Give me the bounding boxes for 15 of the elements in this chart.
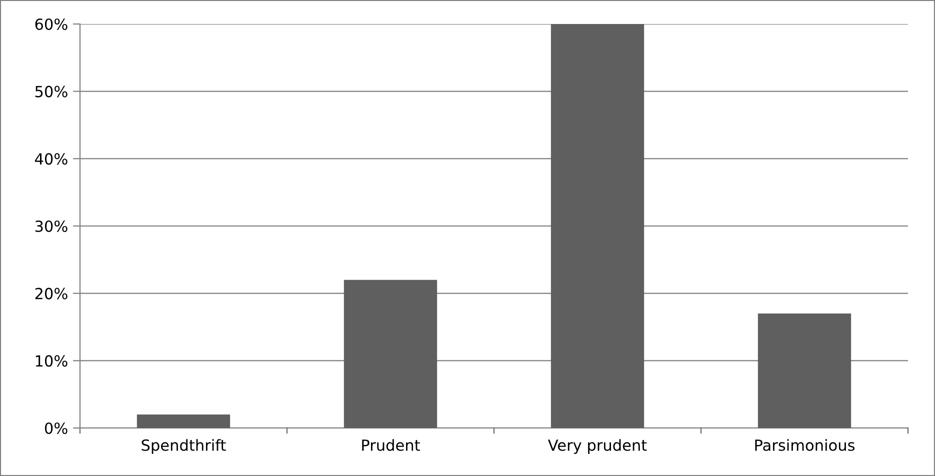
- y-tick-label: 40%: [34, 153, 68, 165]
- y-tick-label: 0%: [44, 422, 68, 434]
- bar: [758, 314, 852, 428]
- x-tick-label: Prudent: [362, 439, 420, 451]
- bar: [136, 414, 230, 428]
- bar: [344, 280, 438, 428]
- bar: [550, 24, 644, 428]
- x-tick-label: Parsimonious: [755, 439, 855, 451]
- y-tick-label: 20%: [35, 288, 68, 300]
- y-tick-label: 30%: [35, 220, 68, 232]
- y-tick-label: 10%: [36, 355, 68, 367]
- y-tick-label: 60%: [35, 18, 68, 30]
- x-tick-label: Very prudent: [548, 439, 647, 454]
- x-tick-label: Spendthrift: [142, 439, 226, 454]
- y-tick-label: 50%: [35, 86, 68, 98]
